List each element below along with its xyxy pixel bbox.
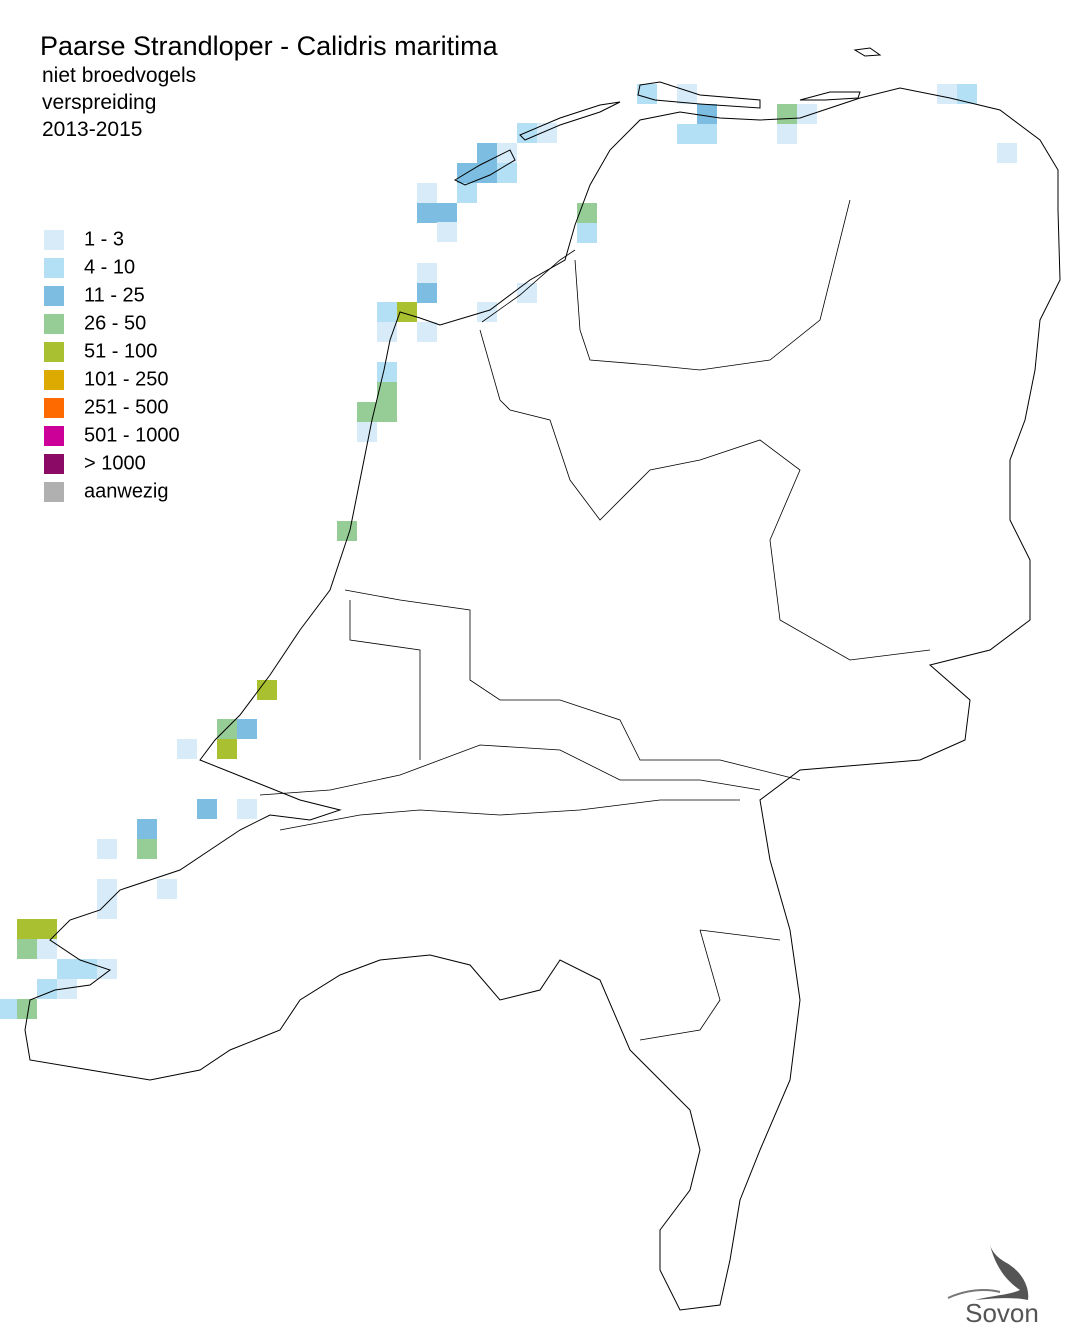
grid-cell: [437, 222, 457, 242]
grid-cell: [397, 302, 417, 322]
vlieland: [519, 101, 621, 141]
grid-cell: [497, 143, 517, 163]
grid-cell: [0, 999, 20, 1019]
grid-cell: [437, 203, 457, 223]
grid-cell: [417, 283, 437, 303]
grid-cell: [97, 899, 117, 919]
grid-cell: [377, 402, 397, 422]
grid-cell: [137, 819, 157, 839]
grid-cell: [157, 879, 177, 899]
grid-cell: [137, 839, 157, 859]
subtitle: niet broedvogels: [42, 64, 196, 87]
legend-label: 11 - 25: [84, 284, 145, 306]
grid-cell: [177, 739, 197, 759]
ameland: [799, 91, 861, 101]
grid-cell: [377, 362, 397, 382]
subtitle: 2013-2015: [42, 118, 142, 141]
grid-cell: [37, 979, 57, 999]
logo: Sovon: [947, 1245, 1039, 1328]
grid-cell: [697, 124, 717, 144]
grid-cell: [17, 919, 37, 939]
legend-label: > 1000: [84, 452, 146, 474]
swallow-tail: [947, 1289, 1001, 1299]
grid-cell: [377, 322, 397, 342]
grid-cell: [357, 422, 377, 442]
grid-cell: [577, 203, 597, 223]
grid-cell: [497, 163, 517, 183]
legend-label: 251 - 500: [84, 396, 169, 418]
legend-swatch: [44, 342, 64, 362]
grid-cell: [477, 302, 497, 322]
legend-swatch: [44, 370, 64, 390]
legend-swatch: [44, 314, 64, 334]
legend-swatch: [44, 230, 64, 250]
grid-cell: [457, 183, 477, 203]
grid-cell: [677, 124, 697, 144]
grid-cell: [417, 203, 437, 223]
grid-cell: [257, 680, 277, 700]
swallow: [975, 1245, 1029, 1300]
grid-cell: [37, 939, 57, 959]
legend-label: 4 - 10: [84, 256, 135, 278]
legend-swatch: [44, 454, 64, 474]
grid-cell: [97, 839, 117, 859]
grid-cell: [237, 799, 257, 819]
rivers-2: [279, 799, 740, 831]
grid-cell: [377, 382, 397, 402]
terschelling: [637, 81, 761, 109]
grid-cell: [957, 84, 977, 104]
legend-swatch: [44, 258, 64, 278]
schiermonnikoog: [853, 47, 882, 57]
legend-label: 101 - 250: [84, 368, 169, 390]
title: Paarse Strandloper - Calidris maritima: [40, 31, 499, 61]
grid-cell: [17, 999, 37, 1019]
mainland: [24, 87, 1061, 1311]
legend-label: 51 - 100: [84, 340, 157, 362]
outline: [24, 47, 1061, 1311]
grid-cell: [17, 939, 37, 959]
grid-cell: [337, 521, 357, 541]
grid-cell: [57, 979, 77, 999]
grid-cell: [937, 84, 957, 104]
legend-swatch: [44, 482, 64, 502]
grid-cell: [417, 183, 437, 203]
legend-swatch: [44, 426, 64, 446]
grid-cell: [797, 104, 817, 124]
grid-cell: [517, 123, 537, 143]
legend-label: 501 - 1000: [84, 424, 180, 446]
subtitle: verspreiding: [42, 91, 156, 114]
grid-cell: [217, 719, 237, 739]
grid-cell: [417, 322, 437, 342]
grid-cell: [577, 223, 597, 243]
grid-cell: [777, 124, 797, 144]
grid-cell: [377, 302, 397, 322]
grid-cell: [997, 143, 1017, 163]
legend: 1 - 3 4 - 10 11 - 25 26 - 50 51 - 100 101 - 2…: [44, 228, 180, 502]
grid-cell: [97, 879, 117, 899]
province-lines: [344, 199, 931, 1041]
texel: [453, 149, 516, 186]
grid-cell: [517, 283, 537, 303]
grid-cell: [677, 84, 697, 104]
legend-swatch: [44, 286, 64, 306]
logo-text: Sovon: [965, 1298, 1039, 1328]
legend-label: 1 - 3: [84, 228, 124, 250]
grid-cell: [57, 959, 77, 979]
grid-cell: [357, 402, 377, 422]
grid-cell: [777, 104, 797, 124]
legend-label: 26 - 50: [84, 312, 146, 334]
rivers: [259, 744, 761, 796]
grid-cell: [477, 143, 497, 163]
grid-cell: [37, 919, 57, 939]
legend-swatch: [44, 398, 64, 418]
afsluitdijk: [481, 249, 576, 323]
grid-cell: [417, 263, 437, 283]
grid-cell: [237, 719, 257, 739]
grid-cell: [197, 799, 217, 819]
grid-cell: [217, 739, 237, 759]
grid-cell: [697, 104, 717, 124]
legend-label: aanwezig: [84, 480, 169, 502]
